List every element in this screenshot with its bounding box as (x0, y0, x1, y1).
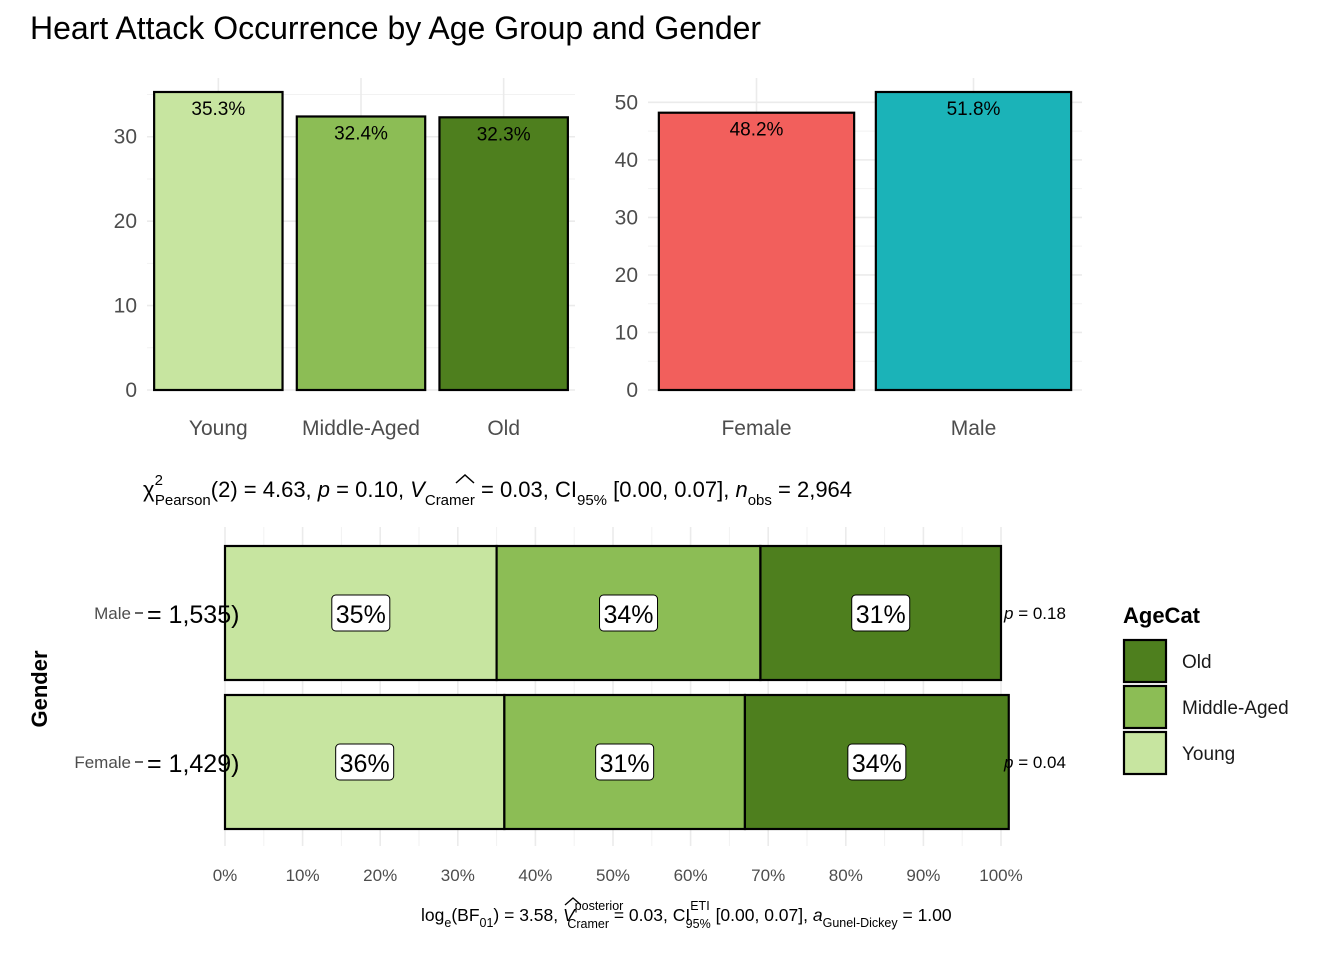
y-tick-label: 30 (114, 126, 137, 149)
y-tick-label: 40 (615, 149, 638, 172)
age-group-bars: 35.3% 32.4% 32.3% (153, 90, 569, 392)
x-tick-label: 60% (674, 866, 708, 885)
x-tick-label: Male (951, 417, 997, 440)
p-value-label: p = 0.18 (1003, 604, 1066, 623)
y-tick-label: 30 (615, 206, 638, 229)
y-tick-label: 10 (615, 321, 638, 344)
legend-label-old: Old (1182, 652, 1212, 673)
y-tick-label: 0 (125, 379, 137, 402)
bar-young (153, 90, 284, 392)
bar-old (438, 116, 569, 392)
bar-value-label: 48.2% (730, 120, 784, 141)
percent-label-box (331, 594, 391, 632)
y-tick-label: 20 (114, 210, 137, 233)
bar-middle-aged (295, 115, 427, 392)
p-value-label: p = 0.04 (1003, 753, 1066, 772)
legend-swatch-young (1122, 730, 1168, 776)
gender-agecat-stacked-chart: 35% 34% 31% = 1,535) p = 0.18 36% 31% 34% = 1,42… (27, 527, 1066, 885)
stacked-labels: 35% 34% 31% = 1,535) p = 0.18 36% 31% 34% = 1,42… (147, 594, 1066, 781)
x-tick-label: 100% (979, 866, 1022, 885)
x-tick-label: 70% (751, 866, 785, 885)
y-tick-label: 0 (626, 379, 638, 402)
x-tick-label: 20% (363, 866, 397, 885)
legend-label-middle-aged: Middle-Aged (1182, 698, 1289, 719)
percent-label-box (335, 743, 395, 781)
legend-label-young: Young (1182, 744, 1235, 765)
age-group-bar-chart: 35.3% 32.4% 32.3% 0 10 20 30 Young Middle-Aged… (114, 78, 575, 440)
gender-x-ticks: Female Male (721, 417, 996, 440)
percent-label: 35% (336, 601, 386, 629)
v-hat-accent (455, 473, 475, 484)
bar-value-label: 35.3% (191, 99, 245, 120)
x-tick-label: Old (487, 417, 520, 440)
x-tick-label: 0% (213, 866, 238, 885)
x-tick-label: 40% (518, 866, 552, 885)
bayes-caption: loge(BF01) = 3.58, Vposterior Cramer = 0.… (421, 899, 952, 931)
x-tick-label: Middle-Aged (302, 417, 420, 440)
gender-bar-chart: 48.2% 51.8% 0 10 20 30 40 50 Female Male (615, 78, 1082, 440)
legend-swatch-old (1122, 638, 1168, 684)
percent-label: 36% (340, 750, 390, 778)
x-tick-label: 50% (596, 866, 630, 885)
stacked-bars (223, 544, 1010, 831)
legend: AgeCat Old Middle-Aged Young (1122, 603, 1289, 776)
y-tick-label-male: Male (94, 604, 131, 623)
percent-label: 34% (603, 601, 653, 629)
bar-female (657, 111, 856, 392)
x-tick-label: Female (721, 417, 791, 440)
bar-value-label: 32.3% (477, 124, 531, 145)
y-tick-label: 10 (114, 295, 137, 318)
stats-subtitle: χ2 Pearson(2) = 4.63, p = 0.10, VCramer =… (143, 472, 852, 509)
bar-value-label: 51.8% (947, 99, 1001, 120)
percent-label-box (595, 743, 655, 781)
v-posterior-hat-accent (564, 897, 582, 906)
age-group-y-ticks: 0 10 20 30 (114, 126, 137, 402)
stacked-y-ticks: Male Female (74, 604, 143, 772)
x-tick-label: 80% (829, 866, 863, 885)
age-group-x-ticks: Young Middle-Aged Old (189, 417, 520, 440)
percent-label: 31% (600, 750, 650, 778)
y-axis-title: Gender (27, 650, 52, 727)
gender-bars: 48.2% 51.8% (657, 90, 1073, 392)
sample-size-label: = 1,429) (147, 750, 239, 778)
stacked-x-ticks: 0% 10% 20% 30% 40% 50% 60% 70% 80% 90% 100% (213, 866, 1023, 885)
legend-swatch-middle-aged (1122, 684, 1168, 730)
y-tick-label: 50 (615, 91, 638, 114)
x-tick-label: 30% (441, 866, 475, 885)
y-tick-label: 20 (615, 264, 638, 287)
segment-female-middle-aged (503, 693, 747, 831)
y-tick-label-female: Female (74, 753, 131, 772)
x-tick-label: Young (189, 417, 248, 440)
percent-label-box (599, 594, 659, 632)
x-tick-label: 90% (906, 866, 940, 885)
sample-size-label: = 1,535) (147, 601, 239, 629)
legend-title: AgeCat (1123, 603, 1201, 628)
percent-label: 34% (852, 750, 902, 778)
percent-label: 31% (856, 601, 906, 629)
bar-value-label: 32.4% (334, 123, 388, 144)
gender-y-ticks: 0 10 20 30 40 50 (615, 91, 638, 402)
percent-label-box (847, 743, 907, 781)
x-tick-label: 10% (286, 866, 320, 885)
percent-label-box (851, 594, 911, 632)
bar-male (874, 90, 1073, 392)
figure-title: Heart Attack Occurrence by Age Group and… (30, 10, 761, 46)
